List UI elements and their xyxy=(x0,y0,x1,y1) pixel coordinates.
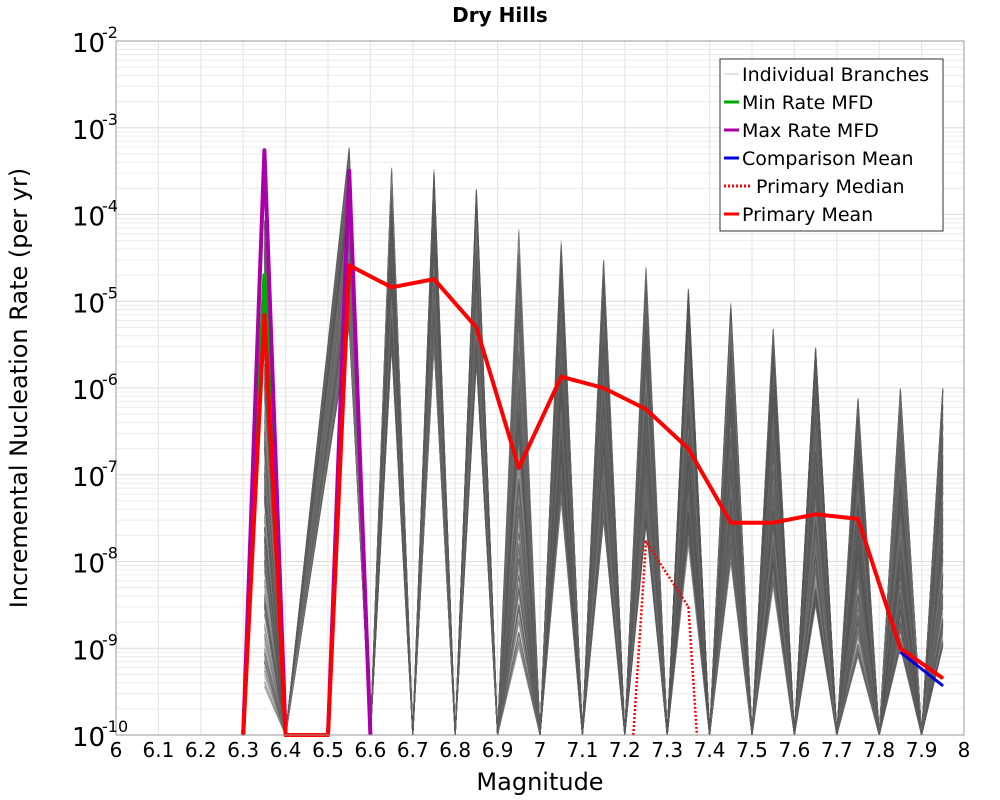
legend-item: Individual Branches xyxy=(724,64,929,86)
data-point xyxy=(348,169,351,172)
x-tick-label: 8 xyxy=(958,738,971,762)
data-point xyxy=(899,651,902,654)
y-tick-exponent: -6 xyxy=(102,370,118,389)
x-tick-label: 6.8 xyxy=(439,738,471,762)
x-tick-label: 7.1 xyxy=(566,738,598,762)
legend-label: Individual Branches xyxy=(742,64,929,86)
legend-item: Primary Mean xyxy=(724,204,873,226)
data-point xyxy=(263,274,266,276)
x-tick-label: 7.9 xyxy=(906,738,938,762)
y-tick-base: 10 xyxy=(72,463,105,493)
data-point xyxy=(518,467,520,469)
y-tick-exponent: -8 xyxy=(102,544,118,563)
data-point xyxy=(814,513,817,516)
plot-frame xyxy=(115,40,965,736)
legend-label: Primary Median xyxy=(756,176,905,198)
y-tick-base: 10 xyxy=(72,203,105,233)
plot-border xyxy=(115,40,965,736)
x-tick-label: 7.4 xyxy=(694,738,726,762)
y-axis-label: Incremental Nucleation Rate (per yr) xyxy=(5,168,33,608)
legend-item: Primary Median xyxy=(724,176,905,198)
data-point xyxy=(645,408,647,410)
legend: Individual Branches Min Rate MFD Max Rate … xyxy=(719,58,944,232)
y-tick-label: 10-4 xyxy=(72,197,118,233)
data-point xyxy=(263,313,266,316)
data-point xyxy=(602,387,605,389)
y-tick-exponent: -5 xyxy=(102,283,118,302)
x-tick-label: 6 xyxy=(110,738,123,762)
legend-box xyxy=(719,58,944,232)
data-point xyxy=(857,518,859,520)
legend-label: Min Rate MFD xyxy=(742,92,873,114)
legend-label: Max Rate MFD xyxy=(742,120,879,142)
y-tick-base: 10 xyxy=(72,289,105,319)
x-tick-label: 6.4 xyxy=(270,738,302,762)
x-tick-label: 7 xyxy=(534,738,547,762)
y-tick-exponent: -7 xyxy=(102,457,118,476)
x-tick-label: 7.6 xyxy=(778,738,810,762)
data-point xyxy=(730,521,732,524)
y-tick-label: 10-9 xyxy=(72,630,118,666)
legend-item: Comparison Mean xyxy=(724,148,914,170)
y-tick-label: 10-6 xyxy=(72,370,118,406)
data-point xyxy=(899,647,902,650)
x-axis-label: Magnitude xyxy=(476,768,603,796)
x-tick-label: 7.5 xyxy=(736,738,768,762)
legend-item: Max Rate MFD xyxy=(724,120,879,142)
data-point xyxy=(475,326,478,329)
x-tick-label: 6.1 xyxy=(142,738,174,762)
y-tick-base: 10 xyxy=(72,29,105,59)
y-tick-label: 10-2 xyxy=(72,23,118,59)
x-tick-label: 6.2 xyxy=(185,738,217,762)
data-point xyxy=(645,540,647,543)
y-tick-label: 10-5 xyxy=(72,283,118,319)
x-tick-label: 7.7 xyxy=(821,738,853,762)
y-tick-label: 10-3 xyxy=(72,110,118,146)
series-line-primary-median xyxy=(632,540,699,736)
data-point xyxy=(942,684,944,687)
y-tick-base: 10 xyxy=(72,723,105,753)
data-point xyxy=(687,447,690,450)
y-tick-label: 10-8 xyxy=(72,544,118,580)
x-tick-label: 6.9 xyxy=(482,738,514,762)
legend-label: Primary Mean xyxy=(742,204,873,226)
y-tick-base: 10 xyxy=(72,636,105,666)
y-tick-base: 10 xyxy=(72,550,105,580)
series-line-comparison-mean xyxy=(899,651,944,687)
y-tick-exponent: -10 xyxy=(102,717,128,736)
y-tick-label: 10-10 xyxy=(72,717,128,753)
x-tick-label: 7.3 xyxy=(651,738,683,762)
y-tick-exponent: -3 xyxy=(102,110,118,129)
data-point xyxy=(560,375,562,378)
chart-title: Dry Hills xyxy=(452,3,548,27)
y-tick-base: 10 xyxy=(72,116,105,146)
y-tick-exponent: -2 xyxy=(102,23,118,42)
x-tick-label: 6.6 xyxy=(354,738,386,762)
y-tick-base: 10 xyxy=(72,376,105,406)
y-tick-exponent: -4 xyxy=(102,197,118,216)
x-tick-label: 7.2 xyxy=(609,738,641,762)
x-tick-label: 7.8 xyxy=(863,738,895,762)
data-point xyxy=(772,521,774,524)
data-point xyxy=(942,677,944,680)
y-tick-label: 10-7 xyxy=(72,457,118,493)
data-point xyxy=(687,606,690,608)
data-point xyxy=(433,278,435,280)
x-tick-label: 6.7 xyxy=(397,738,429,762)
data-point xyxy=(390,286,393,289)
x-tick-label: 6.3 xyxy=(227,738,259,762)
legend-item: Min Rate MFD xyxy=(724,92,873,114)
x-tick-label: 6.5 xyxy=(312,738,344,762)
data-point xyxy=(348,264,351,267)
data-point xyxy=(263,149,266,152)
legend-label: Comparison Mean xyxy=(742,148,914,170)
x-axis-ticks: 6 6.1 6.2 6.3 6.4 6.5 6.6 6.7 6.8 6.9 7 7.1 7.2 7.3 7.… xyxy=(110,738,971,762)
y-tick-exponent: -9 xyxy=(102,630,118,649)
